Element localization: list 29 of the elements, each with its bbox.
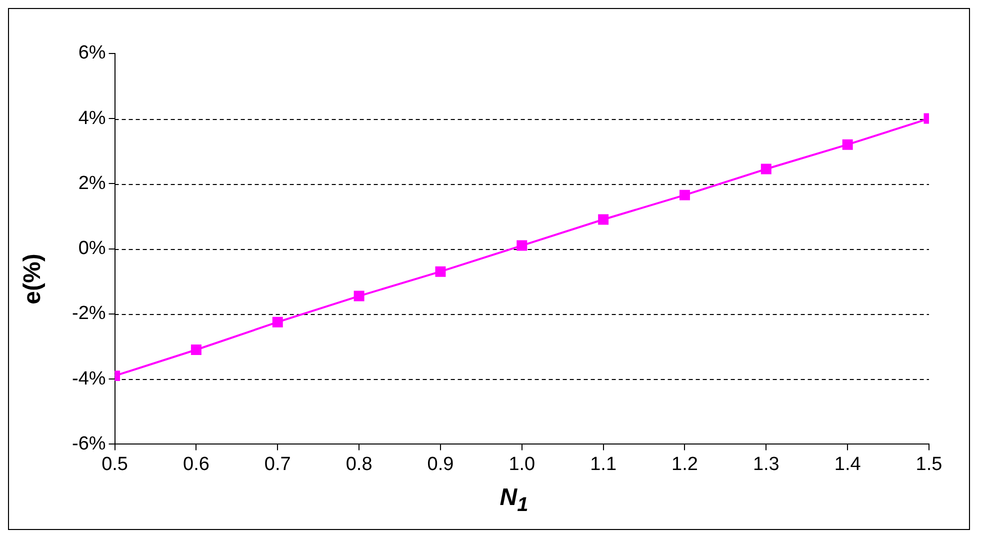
point bbox=[679, 190, 690, 200]
point bbox=[760, 164, 772, 174]
x-axis-title: N$_{1}$ bbox=[498, 484, 530, 517]
x-tick-label: 1.5 bbox=[916, 454, 942, 475]
y-tick-label: 2% bbox=[78, 172, 106, 194]
x-tick-label: 0.5 bbox=[102, 454, 128, 475]
y-axis-title: e(%) bbox=[19, 254, 47, 304]
x-tick-label: 0.9 bbox=[427, 454, 454, 475]
y-tick-label: -4% bbox=[72, 368, 106, 390]
x-tick-label: 0.7 bbox=[264, 454, 291, 475]
x-tick-label: 1.3 bbox=[752, 454, 780, 475]
point bbox=[598, 214, 609, 225]
x-tick-label: 1.1 bbox=[590, 454, 617, 475]
x-tick-label: 1.0 bbox=[508, 454, 536, 475]
point bbox=[435, 266, 446, 277]
x-tick-label: 1.4 bbox=[834, 454, 862, 475]
x-tick-label: 0.8 bbox=[346, 454, 372, 475]
y-tick-label: 6% bbox=[78, 42, 106, 64]
y-tick-label: -6% bbox=[72, 433, 106, 454]
y-tick-label: 4% bbox=[78, 108, 106, 129]
point bbox=[842, 139, 853, 150]
x-tick-label: 1.2 bbox=[672, 454, 698, 475]
point bbox=[516, 240, 528, 251]
point bbox=[190, 344, 202, 355]
point bbox=[272, 316, 283, 328]
y-tick-label: -2% bbox=[72, 303, 106, 324]
point bbox=[354, 290, 364, 302]
x-tick-label: 0.6 bbox=[183, 454, 210, 475]
y-tick-label: 0% bbox=[78, 238, 106, 260]
